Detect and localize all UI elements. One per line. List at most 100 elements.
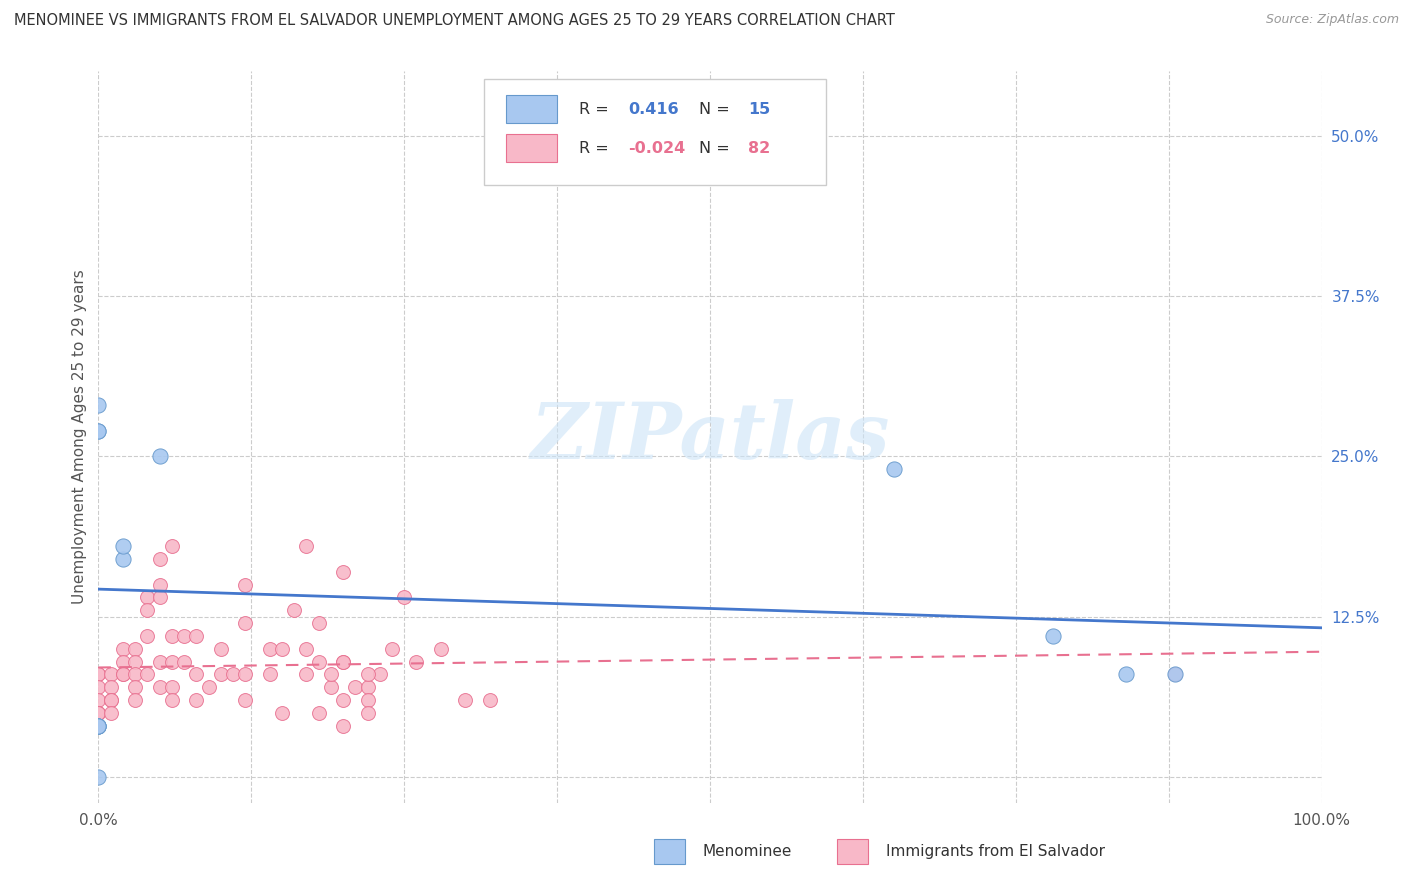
Point <box>454 693 477 707</box>
Point <box>160 693 183 707</box>
Point <box>233 616 256 631</box>
Bar <box>506 95 557 123</box>
Point <box>87 719 110 733</box>
Point <box>1164 667 1187 681</box>
Point <box>149 681 172 695</box>
Point <box>356 706 378 720</box>
Point <box>100 706 122 720</box>
Point <box>222 667 245 681</box>
Point <box>87 719 110 733</box>
Point <box>87 770 110 784</box>
Point <box>1042 629 1064 643</box>
Point <box>1164 667 1187 681</box>
Point <box>173 629 195 643</box>
Point <box>233 667 256 681</box>
Point <box>149 655 172 669</box>
Point <box>295 539 318 553</box>
Point <box>111 655 134 669</box>
Point <box>87 719 110 733</box>
Point <box>111 667 134 681</box>
Text: 82: 82 <box>748 141 770 156</box>
Point <box>173 655 195 669</box>
Point <box>136 667 159 681</box>
Point <box>136 591 159 605</box>
Point <box>392 591 416 605</box>
Text: N =: N = <box>699 141 735 156</box>
Point <box>186 629 208 643</box>
Point <box>259 667 281 681</box>
Point <box>124 655 146 669</box>
Point <box>368 667 391 681</box>
Text: Source: ZipAtlas.com: Source: ZipAtlas.com <box>1265 13 1399 27</box>
Text: 0.416: 0.416 <box>628 102 679 117</box>
Point <box>111 552 134 566</box>
Text: -0.024: -0.024 <box>628 141 685 156</box>
Point <box>149 552 172 566</box>
Point <box>332 565 354 579</box>
Point <box>430 641 453 656</box>
Text: ZIPatlas: ZIPatlas <box>530 399 890 475</box>
Point <box>405 655 427 669</box>
Point <box>295 667 318 681</box>
Point <box>87 706 110 720</box>
Point <box>356 681 378 695</box>
Point <box>149 577 172 591</box>
Point <box>332 719 354 733</box>
Point <box>87 424 110 438</box>
Point <box>87 706 110 720</box>
Point <box>308 706 330 720</box>
Point <box>319 681 342 695</box>
Text: N =: N = <box>699 102 735 117</box>
Point <box>356 667 378 681</box>
Point <box>124 667 146 681</box>
Point <box>124 641 146 656</box>
Point <box>87 424 110 438</box>
Point <box>100 667 122 681</box>
Point <box>149 450 172 464</box>
Point <box>356 693 378 707</box>
Point <box>283 603 305 617</box>
Point <box>209 641 232 656</box>
Point <box>270 706 294 720</box>
Point <box>233 577 256 591</box>
Point <box>270 641 294 656</box>
Text: MENOMINEE VS IMMIGRANTS FROM EL SALVADOR UNEMPLOYMENT AMONG AGES 25 TO 29 YEARS : MENOMINEE VS IMMIGRANTS FROM EL SALVADOR… <box>14 13 896 29</box>
Text: Menominee: Menominee <box>703 845 793 859</box>
Point <box>87 719 110 733</box>
Y-axis label: Unemployment Among Ages 25 to 29 years: Unemployment Among Ages 25 to 29 years <box>72 269 87 605</box>
Text: 15: 15 <box>748 102 770 117</box>
Point <box>160 539 183 553</box>
Point <box>478 693 501 707</box>
Point <box>160 629 183 643</box>
Point <box>111 539 134 553</box>
Point <box>332 655 354 669</box>
Point <box>209 667 232 681</box>
Point <box>87 719 110 733</box>
Point <box>344 681 367 695</box>
Text: R =: R = <box>579 102 614 117</box>
Point <box>332 693 354 707</box>
Point <box>149 591 172 605</box>
Point <box>186 693 208 707</box>
Text: R =: R = <box>579 141 614 156</box>
Point <box>160 655 183 669</box>
Point <box>1115 667 1137 681</box>
Point <box>124 681 146 695</box>
Point <box>319 667 342 681</box>
Point <box>160 681 183 695</box>
Bar <box>506 135 557 162</box>
Point <box>308 655 330 669</box>
Point <box>87 719 110 733</box>
Point <box>259 641 281 656</box>
Point <box>111 641 134 656</box>
Point <box>186 667 208 681</box>
Point <box>883 462 905 476</box>
Point <box>332 655 354 669</box>
Point <box>308 616 330 631</box>
Point <box>136 629 159 643</box>
Point <box>111 667 134 681</box>
Text: Immigrants from El Salvador: Immigrants from El Salvador <box>886 845 1105 859</box>
Point <box>124 693 146 707</box>
Point <box>233 693 256 707</box>
Point <box>381 641 404 656</box>
